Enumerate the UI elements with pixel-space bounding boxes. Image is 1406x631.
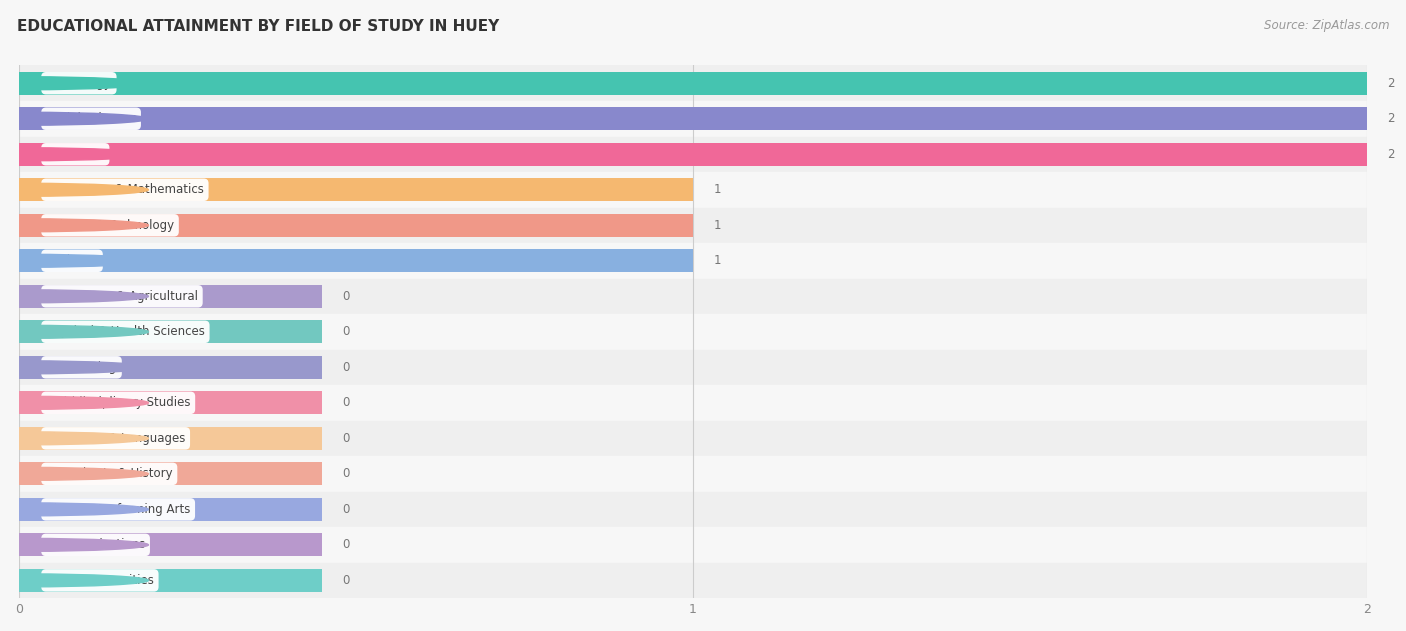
Text: Computers & Mathematics: Computers & Mathematics [46, 183, 204, 196]
Bar [20, 385, 1367, 421]
Circle shape [0, 112, 149, 125]
Bar [20, 136, 1367, 172]
Bar [20, 72, 1367, 95]
Circle shape [0, 254, 149, 268]
Bar [20, 208, 1367, 243]
Text: 0: 0 [343, 432, 350, 445]
Text: Source: ZipAtlas.com: Source: ZipAtlas.com [1264, 19, 1389, 32]
Bar [20, 285, 322, 308]
Circle shape [0, 468, 149, 480]
Text: 2: 2 [1388, 77, 1395, 90]
Circle shape [0, 574, 149, 587]
Text: 1: 1 [713, 183, 721, 196]
Bar [20, 243, 1367, 278]
Bar [20, 101, 1367, 136]
Circle shape [0, 290, 149, 303]
Circle shape [0, 538, 149, 551]
Text: Visual & Performing Arts: Visual & Performing Arts [46, 503, 190, 516]
Bar [20, 249, 693, 273]
Bar [20, 498, 322, 521]
Text: 2: 2 [1388, 112, 1395, 125]
Circle shape [0, 361, 149, 374]
Circle shape [0, 219, 149, 232]
Text: 2: 2 [1388, 148, 1395, 161]
Bar [20, 172, 1367, 208]
Text: Bio, Nature & Agricultural: Bio, Nature & Agricultural [46, 290, 198, 303]
Circle shape [0, 183, 149, 196]
Bar [20, 350, 1367, 385]
Bar [20, 456, 1367, 492]
Text: 0: 0 [343, 361, 350, 374]
Circle shape [0, 432, 149, 445]
Text: 0: 0 [343, 468, 350, 480]
Text: 0: 0 [343, 574, 350, 587]
Bar [20, 569, 322, 592]
Bar [20, 214, 693, 237]
Bar [20, 278, 1367, 314]
Text: 1: 1 [713, 254, 721, 268]
Bar [20, 107, 1367, 130]
Bar [20, 178, 693, 201]
Text: Social Sciences: Social Sciences [46, 112, 136, 125]
Text: Business: Business [46, 254, 98, 268]
Text: EDUCATIONAL ATTAINMENT BY FIELD OF STUDY IN HUEY: EDUCATIONAL ATTAINMENT BY FIELD OF STUDY… [17, 19, 499, 34]
Bar [20, 563, 1367, 598]
Bar [20, 421, 1367, 456]
Text: Arts & Humanities: Arts & Humanities [46, 574, 153, 587]
Bar [20, 463, 322, 485]
Bar [20, 527, 1367, 563]
Circle shape [0, 396, 149, 410]
Bar [20, 391, 322, 415]
Circle shape [0, 326, 149, 338]
Text: 0: 0 [343, 538, 350, 551]
Bar [20, 427, 322, 450]
Text: 0: 0 [343, 503, 350, 516]
Bar [20, 66, 1367, 101]
Bar [20, 143, 1367, 166]
Text: 0: 0 [343, 290, 350, 303]
Text: Psychology: Psychology [46, 77, 112, 90]
Text: Communications: Communications [46, 538, 145, 551]
Bar [20, 492, 1367, 527]
Text: Engineering: Engineering [46, 361, 117, 374]
Text: Liberal Arts & History: Liberal Arts & History [46, 468, 173, 480]
Text: Education: Education [46, 148, 104, 161]
Text: Literature & Languages: Literature & Languages [46, 432, 186, 445]
Bar [20, 533, 322, 557]
Text: Science & Technology: Science & Technology [46, 219, 174, 232]
Bar [20, 356, 322, 379]
Bar [20, 314, 1367, 350]
Text: Physical & Health Sciences: Physical & Health Sciences [46, 326, 205, 338]
Circle shape [0, 503, 149, 516]
Text: 0: 0 [343, 326, 350, 338]
Text: Multidisciplinary Studies: Multidisciplinary Studies [46, 396, 190, 410]
Text: 0: 0 [343, 396, 350, 410]
Circle shape [0, 148, 149, 161]
Text: 1: 1 [713, 219, 721, 232]
Bar [20, 321, 322, 343]
Circle shape [0, 77, 149, 90]
